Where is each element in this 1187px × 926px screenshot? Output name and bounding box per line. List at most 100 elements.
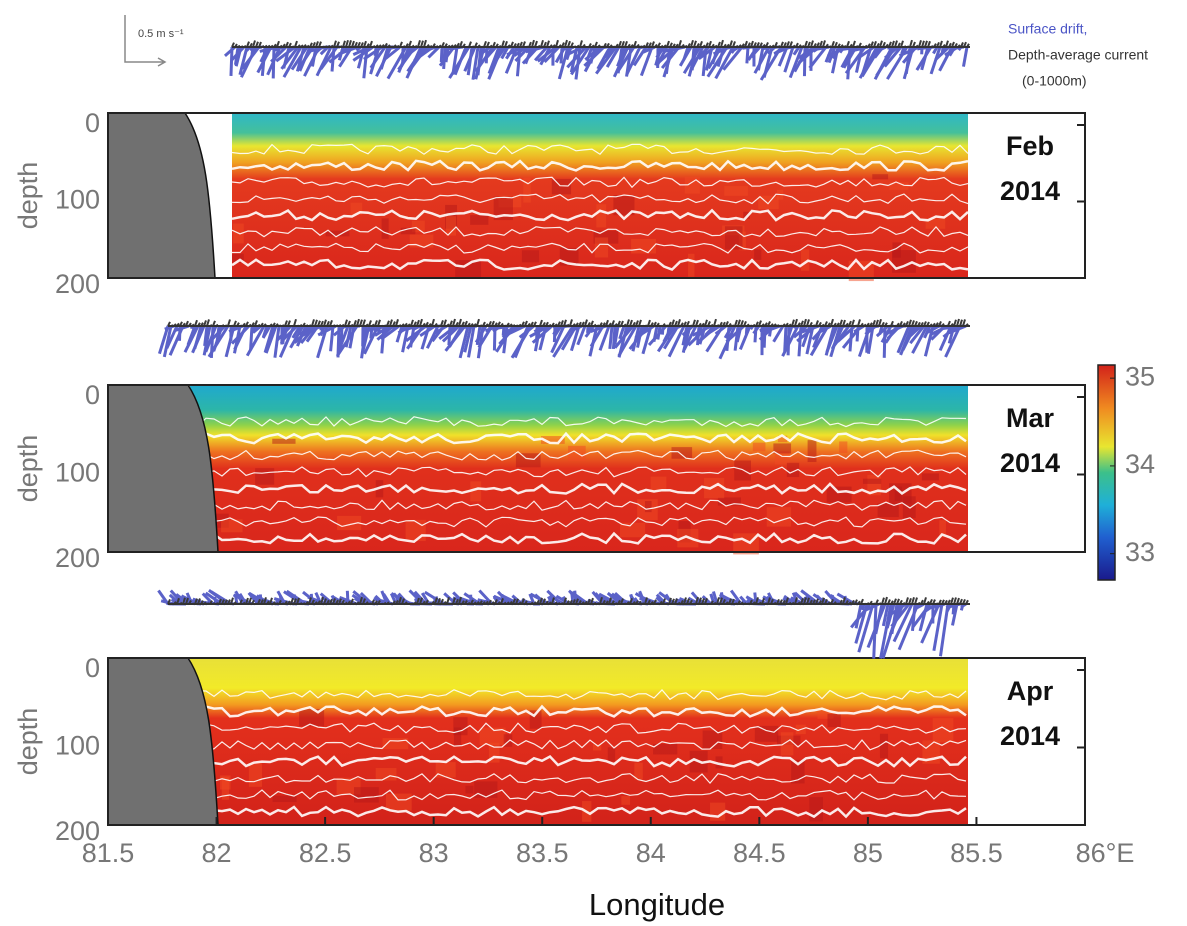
drift-vector xyxy=(638,324,655,337)
current-vector xyxy=(842,597,846,605)
drift-vector xyxy=(723,325,734,339)
field-texture xyxy=(445,216,457,236)
current-vector xyxy=(914,597,918,605)
field-texture xyxy=(752,442,766,452)
drift-vector xyxy=(896,325,911,354)
scale-label: 0.5 m s⁻¹ xyxy=(138,28,184,40)
drift-vector xyxy=(395,325,404,343)
drift-vector xyxy=(938,325,953,352)
drift-vector xyxy=(632,46,648,67)
current-vector xyxy=(359,319,363,327)
drift-vector xyxy=(625,46,642,76)
field-texture xyxy=(488,742,500,763)
current-vector xyxy=(956,318,960,327)
drift-vector xyxy=(691,324,712,337)
current-vector xyxy=(333,40,337,48)
coast xyxy=(107,112,216,279)
drift-vector xyxy=(961,46,969,67)
drift-vector xyxy=(474,325,488,344)
field-texture xyxy=(892,242,901,258)
y-tick-label: 0 xyxy=(85,108,100,138)
drift-vector xyxy=(444,325,467,352)
field-texture xyxy=(221,777,230,800)
current-vector xyxy=(563,597,567,605)
current-vector xyxy=(921,40,925,48)
current-vector xyxy=(785,597,789,605)
drift-vector xyxy=(906,324,923,340)
contour xyxy=(189,689,967,701)
current-vector xyxy=(431,318,435,327)
drift-vector xyxy=(552,325,575,358)
y-axis-label: depth xyxy=(13,162,43,230)
drift-vector xyxy=(883,46,903,68)
drift-vector xyxy=(280,46,300,70)
contour xyxy=(231,193,969,205)
legend-surface: Surface drift, xyxy=(1008,21,1087,37)
x-tick-label: 82.5 xyxy=(299,838,352,868)
drift-vector xyxy=(844,46,867,75)
drift-vector xyxy=(261,325,272,339)
drift-vector xyxy=(714,324,727,336)
current-vector xyxy=(894,40,898,48)
field-texture xyxy=(409,234,434,248)
drift-vector xyxy=(493,46,507,63)
drift-vector xyxy=(892,603,914,643)
drift-vector xyxy=(667,325,686,358)
drift-vector xyxy=(631,325,641,352)
current-vector xyxy=(458,318,462,327)
drift-vector xyxy=(503,324,523,334)
drift-vector xyxy=(538,325,548,351)
field-texture xyxy=(724,186,748,196)
drift-vector xyxy=(513,45,527,57)
drift-vector xyxy=(690,45,711,65)
drift-vector xyxy=(433,324,448,335)
y-tick-label: 0 xyxy=(85,380,100,410)
current-vector xyxy=(794,597,798,605)
field-texture xyxy=(551,178,572,195)
drift-vector xyxy=(439,46,444,63)
drift-vector xyxy=(298,324,311,337)
drift-vector xyxy=(335,325,359,357)
drift-vector xyxy=(230,324,251,345)
current-vector xyxy=(767,597,771,605)
drift-vector xyxy=(273,325,281,358)
current-vector xyxy=(671,319,675,327)
legend-range: (0-1000m) xyxy=(1022,73,1087,89)
x-tick-label: 85.5 xyxy=(950,838,1003,868)
current-vector xyxy=(377,319,381,327)
field-texture xyxy=(596,204,607,228)
current-vector xyxy=(423,39,427,48)
drift-vector xyxy=(948,324,967,335)
drift-vector xyxy=(403,45,419,59)
drift-vector xyxy=(857,45,875,60)
contour xyxy=(231,176,969,189)
drift-vector xyxy=(332,324,346,337)
field-texture xyxy=(872,174,889,180)
current-vector xyxy=(720,39,724,48)
drift-vector xyxy=(191,325,206,354)
current-vector xyxy=(362,319,366,327)
drift-vector xyxy=(660,46,681,70)
field-texture xyxy=(411,220,425,233)
drift-vector xyxy=(923,325,932,339)
drift-vector xyxy=(706,46,729,78)
current-vector xyxy=(729,40,733,48)
x-tick-label: 83.5 xyxy=(516,838,569,868)
drift-vector xyxy=(752,325,761,335)
current-vector xyxy=(230,597,234,605)
drift-vector xyxy=(229,46,234,76)
drift-vector xyxy=(598,592,619,606)
drift-vector xyxy=(682,46,702,75)
drift-vector xyxy=(162,325,173,358)
panel-month: Feb xyxy=(1006,131,1054,161)
field-texture xyxy=(684,176,700,194)
current-vector xyxy=(458,596,462,605)
current-vector xyxy=(821,597,825,605)
drift-vector xyxy=(712,45,731,56)
current-vector xyxy=(755,597,759,605)
current-vector xyxy=(953,597,957,605)
drift-vector xyxy=(566,45,588,69)
current-vector xyxy=(344,319,348,327)
colorbar xyxy=(1097,364,1116,581)
current-vector xyxy=(959,319,963,327)
